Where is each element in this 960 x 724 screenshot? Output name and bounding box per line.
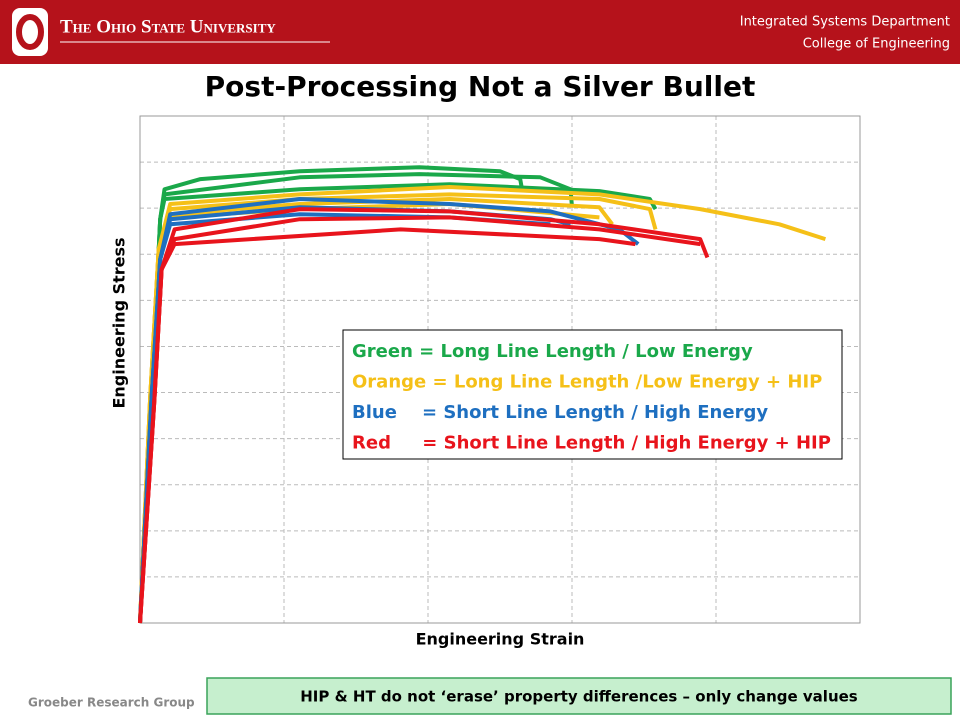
plot-frame <box>139 115 861 624</box>
legend-entry: Blue = Short Line Length / High Energy <box>352 402 768 423</box>
curve <box>138 227 636 624</box>
logo-o <box>16 14 44 50</box>
university: The Ohio State University <box>60 16 276 37</box>
legend-entry: Green = Long Line Length / Low Energy <box>352 341 753 362</box>
plot <box>138 115 861 624</box>
legend-entry: Orange = Long Line Length /Low Energy + … <box>352 372 822 393</box>
legend-box <box>342 329 843 460</box>
legend-entry: Red = Short Line Length / High Energy + … <box>352 433 831 454</box>
header-bar <box>0 0 960 64</box>
x-axis-label: Engineering Strain <box>416 630 585 649</box>
chart-title: Post-Processing Not a Silver Bullet <box>205 70 756 103</box>
college: College of Engineering <box>803 37 950 52</box>
note: HIP & HT do not ‘erase’ property differe… <box>300 688 858 706</box>
y-axis-label: Engineering Stress <box>110 237 129 408</box>
department: Integrated Systems Department <box>740 15 950 30</box>
footer-group: Groeber Research Group <box>28 696 195 710</box>
legend: Green = Long Line Length / Low Energy Ora… <box>352 341 831 454</box>
note-box <box>206 677 952 715</box>
